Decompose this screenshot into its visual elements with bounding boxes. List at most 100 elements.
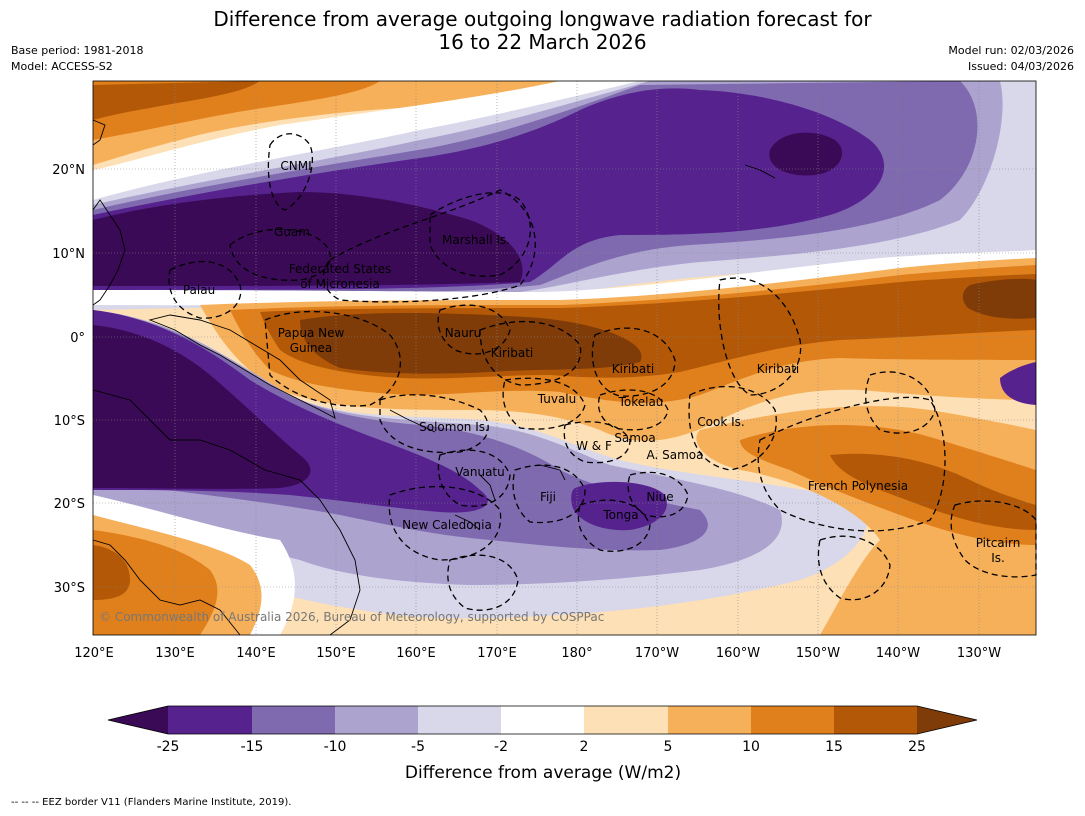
cb-tick-4: -5	[411, 739, 425, 755]
hawaii-coast	[744, 164, 776, 179]
vanuatu-coast	[479, 474, 496, 501]
coastlines	[92, 119, 776, 636]
fiji-coast	[539, 464, 566, 481]
label-american-samoa: A. Samoa	[647, 448, 704, 462]
label-marshall: Marshall Is.	[442, 233, 510, 247]
taiwan-coast	[92, 119, 106, 146]
hawaii-dark-spot	[769, 132, 843, 176]
colorbar-extend-high	[917, 706, 977, 734]
eez-cook-islands	[688, 385, 777, 471]
lon-label-160w: 160°W	[716, 646, 760, 661]
colorbar-segment-3	[335, 706, 418, 734]
eez-tonga	[577, 499, 651, 552]
colorbar-extend-low	[108, 706, 168, 734]
eez-marquesas	[865, 371, 936, 434]
label-kiribati-central: Kiribati	[612, 362, 654, 376]
tonga-purple	[571, 481, 667, 531]
map-frame	[92, 80, 1037, 636]
eez-fiji	[512, 464, 586, 524]
label-new-caledonia: New Caledonia	[402, 518, 492, 532]
lon-label-130w: 130°W	[957, 646, 1001, 661]
lat-label-30s: 30°S	[54, 581, 85, 596]
eez-french-polynesia	[757, 396, 946, 532]
eez-png	[264, 311, 401, 407]
eez-footnote: -- -- -- EEZ border V11 (Flanders Marine…	[11, 797, 292, 808]
lon-label-180: 180°	[561, 646, 592, 661]
label-solomon: Solomon Is.	[419, 420, 489, 434]
label-png-1: Papua New	[278, 326, 345, 340]
colorbar-outline	[107, 705, 978, 735]
lat-label-10n: 10°N	[52, 247, 85, 262]
label-palau: Palau	[183, 283, 215, 297]
colorbar: -25 -15 -10 -5 -2 2 5 10 15 25 Differenc…	[107, 705, 978, 783]
cb-tick-9: 15	[825, 739, 843, 755]
region-labels: CNMI Guam Marshall Is. Federated States …	[183, 159, 1020, 565]
colorbar-segment-7	[668, 706, 751, 734]
label-french-polynesia: French Polynesia	[808, 479, 908, 493]
lon-label-150w: 150°W	[796, 646, 840, 661]
model-run: Model run: 02/03/2026	[948, 44, 1074, 57]
cb-tick-2: -15	[241, 739, 264, 755]
label-pitcairn-2: Is.	[991, 551, 1005, 565]
east-purple-spot	[1000, 362, 1036, 405]
eez-solomon	[379, 394, 489, 454]
cb-tick-3: -10	[324, 739, 347, 755]
eez-fsm	[322, 189, 536, 303]
eez-kiribati-west	[479, 320, 582, 386]
north-purple-darkest	[93, 192, 523, 286]
label-fiji: Fiji	[540, 490, 556, 504]
cb-tick-8: 10	[742, 739, 760, 755]
colorbar-title: Difference from average (W/m2)	[405, 763, 681, 783]
label-fsm-1: Federated States	[289, 262, 391, 276]
label-fsm-2: of Micronesia	[300, 277, 380, 291]
lon-label-160e: 160°E	[396, 646, 436, 661]
eez-wf-samoa	[563, 421, 631, 464]
latitude-labels: 20°N 10°N 0° 10°S 20°S 30°S	[52, 163, 85, 596]
colorbar-segment-9	[834, 706, 917, 734]
south-west-orange-strong	[93, 530, 218, 635]
label-cnmi: CNMI	[280, 159, 311, 173]
cb-tick-7: 5	[664, 739, 673, 755]
copyright-notice: © Commonwealth of Australia 2026, Bureau…	[99, 610, 604, 624]
title-line-1: Difference from average outgoing longwav…	[213, 7, 872, 31]
label-vanuatu: Vanuatu	[455, 465, 505, 479]
lat-label-20s: 20°S	[54, 497, 85, 512]
equator-darkest-west	[300, 313, 642, 374]
eez-palau	[168, 260, 242, 319]
australia-south-coast	[92, 539, 241, 636]
new-guinea-coast	[148, 314, 336, 419]
chart-title: Difference from average outgoing longwav…	[0, 8, 1085, 54]
model-name: Model: ACCESS-S2	[11, 60, 113, 73]
eez-austral	[817, 535, 891, 601]
eez-marshall	[429, 192, 532, 277]
lon-label-130e: 130°E	[155, 646, 195, 661]
southwest-brown	[93, 545, 130, 600]
australia-coast	[92, 389, 361, 636]
title-line-2: 16 to 22 March 2026	[438, 30, 647, 54]
label-wf: W & F	[576, 439, 612, 453]
philippines-coast	[92, 199, 126, 306]
new-caledonia-coast	[454, 514, 481, 531]
longitude-labels: 120°E 130°E 140°E 150°E 160°E 170°E 180°…	[74, 646, 1001, 661]
eez-new-caledonia	[388, 486, 502, 561]
southeast-brown	[830, 453, 1036, 530]
label-pitcairn-1: Pitcairn	[976, 536, 1021, 550]
colorbar-segment-8	[751, 706, 834, 734]
label-kiribati-west: Kiribati	[491, 346, 533, 360]
cb-tick-1: -25	[157, 739, 180, 755]
lat-label-10s: 10°S	[54, 414, 85, 429]
lat-label-20n: 20°N	[52, 163, 85, 178]
eez-norfolk	[447, 554, 519, 611]
label-tuvalu: Tuvalu	[537, 392, 577, 406]
equator-darkest-east	[962, 278, 1036, 319]
anomaly-field	[93, 81, 1036, 635]
cb-tick-5: -2	[494, 739, 508, 755]
lon-label-170w: 170°W	[635, 646, 679, 661]
eez-kiribati-east	[718, 277, 802, 396]
label-kiribati-east: Kiribati	[757, 362, 799, 376]
eez-nauru	[437, 304, 511, 355]
label-png-2: Guinea	[290, 341, 333, 355]
run-info: Model run: 02/03/2026 Issued: 04/03/2026	[948, 43, 1074, 75]
lat-label-0: 0°	[70, 331, 85, 346]
